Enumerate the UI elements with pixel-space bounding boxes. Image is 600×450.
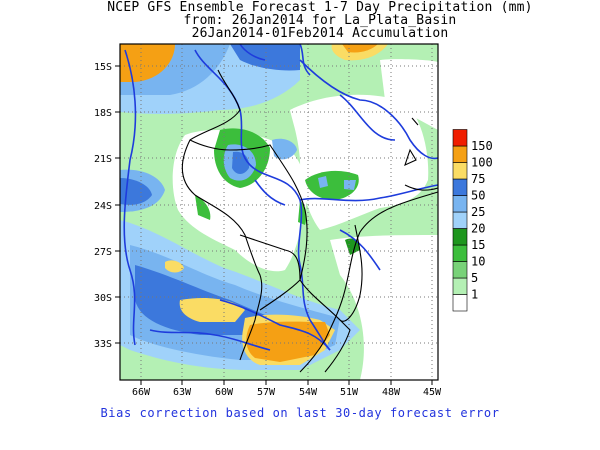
lat-label: 15S (94, 62, 112, 73)
lon-label: 45W (423, 387, 442, 398)
lat-label: 27S (94, 247, 112, 258)
footer-note: Bias correction based on last 30-day for… (100, 406, 500, 420)
precipitation-field (120, 44, 438, 380)
legend-swatch (452, 244, 468, 262)
legend-level-label: 15 (471, 238, 485, 252)
legend-swatch (452, 195, 468, 213)
precip-dry-central (172, 130, 307, 272)
precip-dry-south-east (330, 235, 438, 380)
lon-ticks (140, 380, 433, 385)
lat-label: 21S (94, 154, 112, 165)
graticule (120, 44, 438, 380)
legend-level-label: 1 (471, 288, 478, 302)
chart-title-line-1: NCEP GFS Ensemble Forecast 1-7 Day Preci… (107, 0, 533, 15)
lon-label: 66W (132, 387, 151, 398)
precip-yellow-spot (165, 260, 184, 273)
country-borders (181, 69, 439, 373)
precip-blue-patch-east (344, 180, 356, 190)
precip-orange-core (246, 321, 330, 362)
map-frame (119, 43, 439, 381)
precip-yellow-south-west (179, 298, 245, 322)
lon-label: 57W (257, 387, 276, 398)
legend-swatch (452, 261, 468, 279)
legend-level-label: 25 (471, 205, 485, 219)
lon-label: 60W (215, 387, 234, 398)
legend-level-label: 75 (471, 172, 485, 186)
chart-title-line-2: from: 26Jan2014 for La_Plata_Basin (183, 13, 457, 28)
precip-green-strip (298, 200, 307, 225)
legend-level-label: 10 (471, 255, 485, 269)
lat-label: 24S (94, 201, 112, 212)
lat-label: 33S (94, 339, 112, 350)
legend-level-label: 50 (471, 189, 485, 203)
legend-swatch (452, 228, 468, 246)
lat-ticks (115, 65, 120, 344)
precip-orange-north-east (342, 44, 378, 53)
precip-blue-patch-small (272, 138, 297, 160)
legend-swatch (452, 294, 468, 312)
lon-label: 48W (382, 387, 401, 398)
legend-swatch (452, 129, 468, 147)
legend-swatch (452, 162, 468, 180)
legend-swatch (452, 178, 468, 196)
legend-level-label: 20 (471, 222, 485, 236)
lon-label: 51W (340, 387, 359, 398)
lon-label: 54W (299, 387, 318, 398)
precip-dark-blue-north (230, 44, 300, 71)
precip-dark-blue-west (120, 178, 152, 205)
precip-light-green-spot (340, 72, 365, 90)
legend-swatch (452, 145, 468, 163)
legend-swatch (452, 277, 468, 295)
coastline (299, 191, 439, 373)
lat-label: 30S (94, 293, 112, 304)
precip-green-strip-west (195, 195, 211, 220)
chart-title-line-3: 26Jan2014-01Feb2014 Accumulation (191, 26, 449, 41)
precip-blue-patch-east-2 (318, 176, 328, 188)
legend-level-label: 5 (471, 271, 478, 285)
precip-dry-far-north-east (380, 59, 438, 131)
lat-label: 18S (94, 108, 112, 119)
legend-level-label: 100 (471, 156, 493, 170)
legend-level-label: 150 (471, 139, 493, 153)
precip-orange-north-west (120, 44, 175, 82)
legend-swatch (452, 211, 468, 229)
lon-label: 63W (173, 387, 192, 398)
